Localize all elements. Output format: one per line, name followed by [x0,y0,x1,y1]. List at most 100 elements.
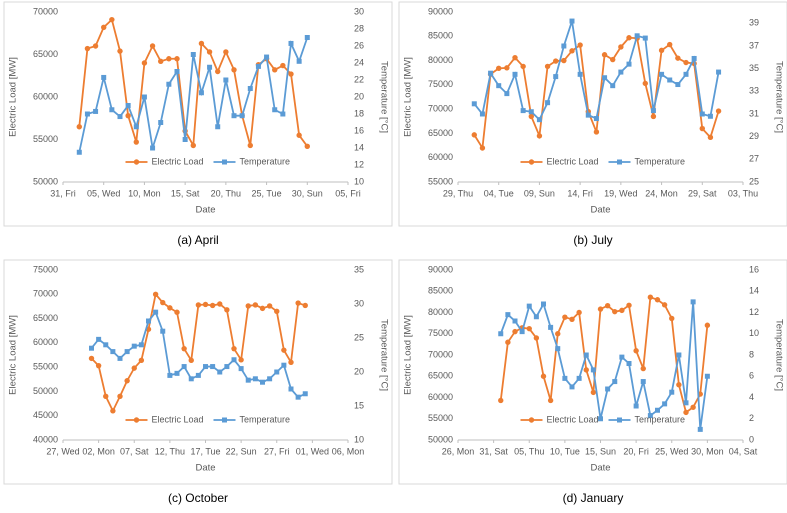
point [650,113,657,120]
point [526,303,532,309]
point [95,362,102,369]
point [101,24,107,30]
legend-marker [222,159,227,165]
point [562,314,568,320]
point [498,331,504,337]
y-tick-label: 85000 [428,286,453,296]
point [618,69,624,75]
point [207,64,213,70]
point [215,68,221,75]
point [174,56,180,62]
point [195,302,202,308]
point [138,357,145,364]
point [247,86,253,91]
x-tick-label: 31, Fri [50,188,76,198]
point [626,61,632,67]
y2-tick-label: 18 [354,108,364,118]
point [520,63,526,70]
point [471,101,477,107]
point [217,301,223,307]
y-tick-label: 80000 [428,307,453,317]
point [504,65,510,71]
point [195,372,201,378]
point [488,70,494,76]
point [697,426,703,432]
point [231,67,237,73]
point [89,345,94,351]
point [569,316,575,322]
point [198,40,205,47]
point [109,16,115,23]
point [504,91,510,97]
y-tick-label: 65000 [33,49,58,59]
legend-label: Electric Load [547,156,599,166]
y2-tick-label: 0 [749,434,754,444]
point [260,379,265,385]
point [583,367,589,373]
point [642,35,648,41]
point [295,300,301,306]
point [280,62,286,69]
legend-marker [617,417,622,423]
point [610,83,616,89]
point [699,125,705,132]
point [152,291,159,297]
point [181,364,187,370]
x-tick-label: 19, Wed [604,188,637,198]
point [650,108,656,114]
y-tick-label: 65000 [33,313,58,323]
point [496,83,502,89]
point [647,413,653,419]
y-tick-label: 55000 [33,362,58,372]
point [103,342,109,348]
point [117,355,123,361]
y-tick-label: 60000 [33,337,58,347]
point [633,403,639,409]
y2-tick-label: 26 [354,40,364,50]
point [654,297,661,303]
point [675,82,681,88]
point [545,100,551,106]
point [536,133,543,139]
y-tick-label: 70000 [33,289,58,299]
point [304,143,310,149]
point [281,362,287,368]
y2-tick-label: 20 [354,366,364,376]
point [553,74,559,80]
y2-tick-label: 6 [749,371,754,381]
series-line [499,301,709,430]
legend-marker [617,159,622,165]
x-axis-title: Date [590,205,610,216]
x-tick-label: 05, Wed [87,188,120,198]
point [182,137,188,142]
point [158,120,164,125]
point [247,142,253,149]
point [125,113,131,119]
point [231,113,237,119]
point [590,367,596,373]
legend-label: Temperature [635,414,686,424]
y2-tick-label: 25 [354,332,364,342]
point [716,69,722,75]
point [690,299,696,305]
y-tick-label: 65000 [428,128,453,138]
point [93,108,99,114]
y-tick-label: 85000 [428,31,453,41]
point [76,149,82,155]
y-tick-label: 60000 [428,152,453,162]
y-axis-title: Electric Load [MW] [403,315,414,395]
y2-tick-label: 27 [749,154,759,164]
point [272,67,278,73]
point [146,318,151,324]
point [141,94,147,100]
point [562,375,568,381]
point [96,336,102,342]
y-tick-label: 55000 [428,413,453,423]
y-axis-title: Electric Load [MW] [8,315,19,395]
panel-border [398,259,787,485]
point [541,301,546,307]
point [272,107,278,113]
caption: (d) January [563,491,624,505]
legend-label: Electric Load [152,156,204,166]
point [302,302,308,309]
